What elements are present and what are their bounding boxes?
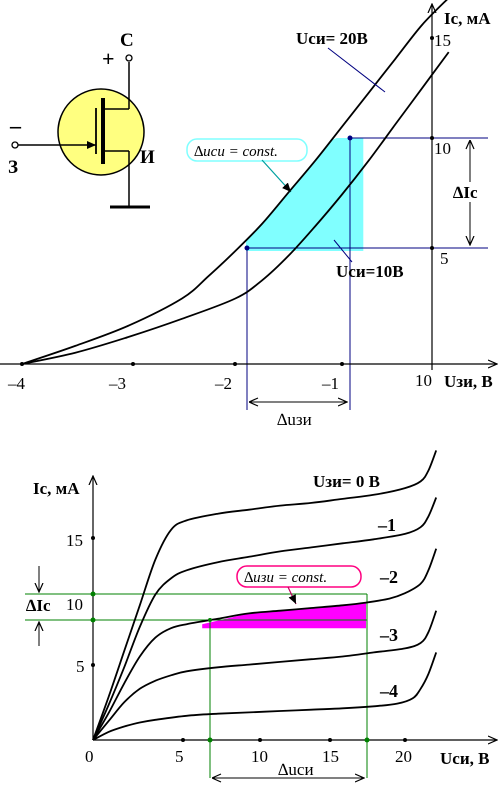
- minus-sign: –: [9, 113, 22, 138]
- output-curve-ugs-minus1: [92, 497, 438, 741]
- output-curve-ugs-minus3: [92, 610, 438, 741]
- x-tick-dot-minus2: [233, 362, 237, 366]
- curve-label-ugs-minus4: –4: [379, 681, 398, 701]
- out-x-dot-7: [207, 737, 213, 743]
- delta-uds-const-arrow: [261, 159, 292, 193]
- curve-label-ugs-minus2: –2: [379, 567, 398, 587]
- x-tick-label-minus3: –3: [108, 374, 126, 393]
- series-label-uds-10: Uси=10В: [336, 262, 404, 281]
- out-y-tick-10: 10: [66, 595, 83, 614]
- out-y-tick-15: 15: [66, 531, 83, 550]
- delta-uds-const-label: ∆uси = const.: [194, 144, 278, 160]
- transfer-point-upper: [347, 135, 353, 141]
- x-tick-dot-minus4: [20, 362, 24, 366]
- transfer-y-axis-label: Iс, мА: [444, 9, 491, 28]
- drain-label: С: [120, 30, 134, 51]
- out-x-tick-15: 15: [322, 747, 339, 766]
- output-y-axis-label: Iс, мА: [33, 479, 80, 498]
- gate-label: З: [8, 157, 18, 178]
- transfer-curve-uds-20: [21, 0, 448, 365]
- transfer-x-axis-label: Uзи, В: [444, 372, 493, 391]
- y-tick-label-5: 5: [440, 249, 449, 268]
- output-curve-ugs-0: [92, 450, 438, 741]
- out-x-dot-17: [364, 737, 370, 743]
- delta-ugs-label: ∆uзи: [277, 410, 312, 429]
- out-x-tick-0: 0: [85, 747, 94, 766]
- output-curve-ugs-minus4: [92, 652, 438, 741]
- output-region-corner: [208, 618, 212, 622]
- y-tick-label-10: 10: [434, 139, 451, 158]
- out-x-dot-20: [403, 738, 407, 742]
- source-label: И: [140, 147, 155, 168]
- x-tick-label-minus4: –4: [7, 374, 26, 393]
- output-curve-ugs-minus2: [92, 548, 438, 741]
- curve-label-ugs-0: Uзи= 0 В: [313, 472, 380, 491]
- out-x-dot-10: [258, 738, 262, 742]
- y-tick-dot-10: [430, 136, 434, 140]
- transistor-symbol: + С – З И: [8, 30, 155, 209]
- delta-id-label-transfer: ∆Iс: [453, 183, 478, 202]
- series-leader-uds-20: [327, 47, 386, 93]
- series-label-uds-20: Uси= 20В: [296, 29, 368, 48]
- gate-terminal: [11, 141, 19, 149]
- out-x-dot-5: [181, 738, 185, 742]
- plus-sign: +: [102, 46, 115, 71]
- x-tick-label-minus2: –2: [214, 374, 232, 393]
- out-y-dot-8: [90, 617, 96, 623]
- delta-ugs-const-box: [236, 565, 362, 588]
- delta-id-label-output: ∆Iс: [26, 596, 51, 615]
- out-x-tick-10: 10: [251, 747, 268, 766]
- series-leader-uds-10: [333, 239, 353, 263]
- x-tick-label-10: 10: [415, 371, 432, 390]
- transfer-point-lower: [244, 245, 250, 251]
- transfer-curve-uds-10: [21, 51, 450, 365]
- output-chart: 0 5 10 15 20 Uси, В 15 10 5 Iс, мА Uзи= …: [25, 450, 497, 779]
- delta-ugs-const-label: ∆uзи = const.: [244, 570, 327, 586]
- output-x-axis-label: Uси, В: [440, 749, 489, 768]
- delta-region-transfer: [246, 138, 364, 251]
- out-y-dot-10: [90, 591, 96, 597]
- y-tick-dot-5: [430, 246, 434, 250]
- x-tick-dot-minus1: [340, 362, 344, 366]
- out-x-dot-15: [328, 738, 332, 742]
- x-tick-label-minus1: –1: [321, 374, 339, 393]
- out-x-tick-20: 20: [395, 747, 412, 766]
- curve-label-ugs-minus3: –3: [379, 625, 398, 645]
- x-tick-dot-minus3: [131, 362, 135, 366]
- y-tick-label-15: 15: [434, 31, 451, 50]
- out-x-tick-5: 5: [175, 747, 184, 766]
- out-y-dot-15: [91, 536, 95, 540]
- transfer-chart: –4 –3 –2 –1 10 Uзи, В 15 10 5 Iс, мА Uси…: [0, 0, 497, 429]
- out-y-dot-5: [91, 663, 95, 667]
- out-y-tick-5: 5: [76, 657, 85, 676]
- delta-uds-const-box: [186, 138, 308, 162]
- curve-label-ugs-minus1: –1: [377, 515, 396, 535]
- delta-id-label-bg: [451, 182, 489, 202]
- delta-ugs-const-arrow: [287, 586, 297, 605]
- delta-uds-label: ∆uси: [278, 760, 314, 779]
- drain-terminal: [125, 54, 133, 62]
- delta-region-output: [202, 602, 366, 629]
- y-tick-dot-15: [430, 36, 434, 40]
